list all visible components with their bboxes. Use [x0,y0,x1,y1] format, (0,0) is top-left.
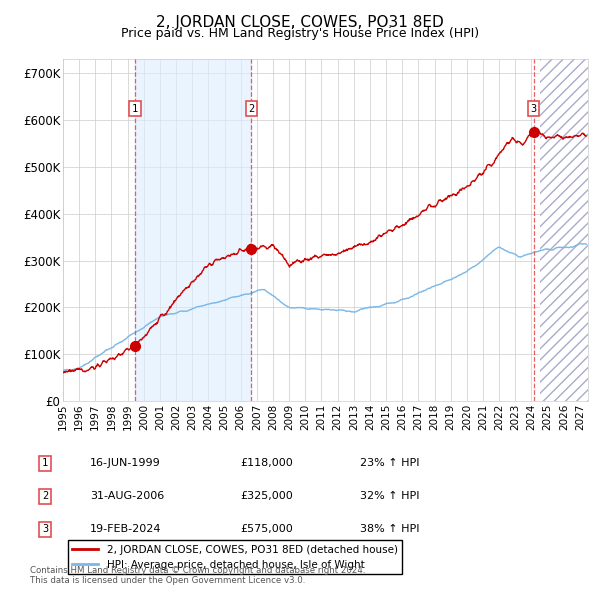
Text: £325,000: £325,000 [240,491,293,501]
Text: 1: 1 [42,458,48,468]
Text: 32% ↑ HPI: 32% ↑ HPI [360,491,419,501]
Bar [135,59,251,401]
Text: 16-JUN-1999: 16-JUN-1999 [90,458,161,468]
Text: 31-AUG-2006: 31-AUG-2006 [90,491,164,501]
Text: 19-FEB-2024: 19-FEB-2024 [90,525,161,534]
Bar [539,59,588,401]
Text: 2, JORDAN CLOSE, COWES, PO31 8ED: 2, JORDAN CLOSE, COWES, PO31 8ED [156,15,444,30]
Text: 38% ↑ HPI: 38% ↑ HPI [360,525,419,534]
Text: 3: 3 [530,104,536,114]
Text: 2: 2 [248,104,254,114]
Bar [539,59,588,401]
Text: 23% ↑ HPI: 23% ↑ HPI [360,458,419,468]
Legend: 2, JORDAN CLOSE, COWES, PO31 8ED (detached house), HPI: Average price, detached : 2, JORDAN CLOSE, COWES, PO31 8ED (detach… [68,540,402,574]
Text: 3: 3 [42,525,48,534]
Text: Price paid vs. HM Land Registry's House Price Index (HPI): Price paid vs. HM Land Registry's House … [121,27,479,40]
Text: £118,000: £118,000 [240,458,293,468]
Text: 1: 1 [132,104,138,114]
Text: 2: 2 [42,491,48,501]
Text: £575,000: £575,000 [240,525,293,534]
Text: Contains HM Land Registry data © Crown copyright and database right 2024.
This d: Contains HM Land Registry data © Crown c… [30,566,365,585]
